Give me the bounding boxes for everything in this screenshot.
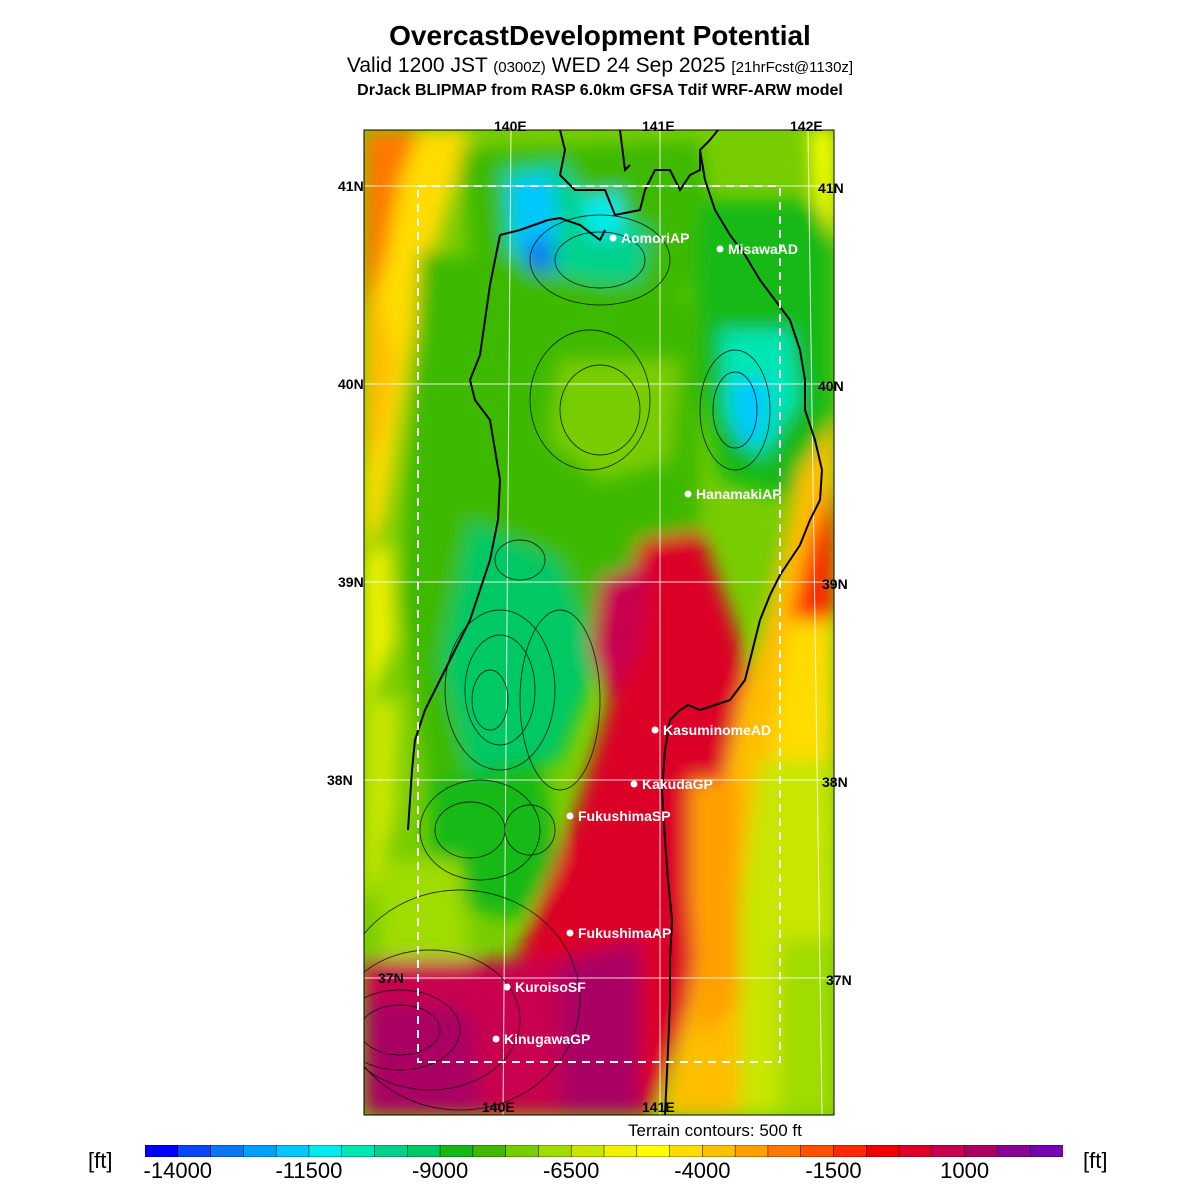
- station-dot-aomori: [609, 234, 617, 242]
- colorbar-swatch: [1029, 1145, 1063, 1157]
- colorbar-swatch: [931, 1145, 966, 1157]
- lat-label-38n-right: 38N: [822, 774, 848, 790]
- colorbar-swatch: [997, 1145, 1031, 1157]
- valid-time: Valid 1200 JST (0300Z) WED 24 Sep 2025 […: [0, 54, 1200, 78]
- station-dot-kuroiso: [503, 983, 511, 991]
- station-dot-fukushima-sp: [566, 812, 574, 820]
- valid-utc: (0300Z): [493, 59, 546, 76]
- colorbar-swatch: [767, 1145, 802, 1157]
- colorbar-swatch: [341, 1145, 376, 1157]
- valid-date: WED 24 Sep 2025: [551, 54, 726, 77]
- colorbar-swatch: [603, 1145, 638, 1157]
- station-markers: [492, 234, 724, 1043]
- station-dot-kasuminome: [651, 726, 659, 734]
- station-label: FukushimaAP: [578, 925, 671, 941]
- colorbar-swatch: [472, 1145, 507, 1157]
- colorbar-swatch: [308, 1145, 343, 1157]
- terrain-contour-note: Terrain contours: 500 ft: [628, 1121, 802, 1140]
- model-line: DrJack BLIPMAP from RASP 6.0km GFSA Tdif…: [357, 82, 843, 99]
- station-label: HanamakiAP: [696, 486, 782, 502]
- station-label: KasuminomeAD: [663, 722, 771, 738]
- station-dot-kinugawa: [492, 1035, 500, 1043]
- colorbar-tick-label: -6500: [543, 1158, 600, 1183]
- coastline: [407, 130, 824, 1115]
- lat-label-40n-left: 40N: [338, 376, 364, 392]
- valid-prefix: Valid 1200 JST: [346, 54, 488, 77]
- lat-label-41n-left: 41N: [338, 178, 364, 194]
- colorbar-swatch: [243, 1145, 277, 1157]
- station-label: AomoriAP: [621, 230, 689, 246]
- lon-label-142e-top: 142E: [790, 118, 823, 134]
- map-frame: [363, 129, 835, 1116]
- lat-label-38n-left: 38N: [327, 772, 353, 788]
- lat-label-37n-left: 37N: [378, 970, 404, 986]
- colorbar-swatch: [177, 1145, 212, 1157]
- colorbar-swatch: [833, 1145, 868, 1157]
- station-label: FukushimaSP: [578, 808, 671, 824]
- station-label: KuroisoSF: [515, 979, 586, 995]
- forecast-domain-box: [417, 185, 781, 1063]
- colorbar-swatch: [210, 1145, 245, 1157]
- lon-label-141e-top: 141E: [642, 118, 675, 134]
- colorbar-swatch: [439, 1145, 474, 1157]
- forecast-info: [21hrFcst@1130z]: [731, 59, 854, 76]
- field-shading: [364, 130, 834, 1115]
- lon-label-141e-bottom: 141E: [642, 1099, 675, 1115]
- colorbar-tick-label: -14000: [143, 1158, 213, 1183]
- colorbar-swatch: [570, 1145, 605, 1157]
- colorbar-unit-right: [ft]: [1083, 1148, 1108, 1173]
- lat-label-37n-right: 37N: [826, 972, 852, 988]
- colorbar-tick-label: -11500: [275, 1158, 343, 1183]
- colorbar-swatch: [145, 1145, 179, 1157]
- station-label: KinugawaGP: [504, 1031, 590, 1047]
- colorbar-swatch: [734, 1145, 769, 1157]
- lat-label-39n-right: 39N: [822, 576, 848, 592]
- lon-label-140e-top: 140E: [494, 118, 527, 134]
- station-dot-misawa: [716, 245, 724, 253]
- colorbar-swatch: [407, 1145, 441, 1157]
- colorbar-swatch: [866, 1145, 900, 1157]
- colorbar: [145, 1145, 1063, 1157]
- station-dot-kakuda: [630, 780, 638, 788]
- colorbar-swatch: [538, 1145, 572, 1157]
- colorbar-swatch: [636, 1145, 671, 1157]
- colorbar-swatch: [898, 1145, 933, 1157]
- colorbar-swatch: [505, 1145, 540, 1157]
- colorbar-swatch: [964, 1145, 999, 1157]
- colorbar-swatch: [702, 1145, 736, 1157]
- lat-label-40n-right: 40N: [818, 378, 844, 394]
- lon-label-140e-bottom: 140E: [482, 1099, 515, 1115]
- colorbar-swatch: [374, 1145, 409, 1157]
- colorbar-tick-label: -1500: [805, 1158, 862, 1183]
- station-dot-hanamaki: [684, 490, 692, 498]
- chart-title: OvercastDevelopment Potential: [389, 20, 811, 51]
- colorbar-tick-label: 1000: [940, 1158, 990, 1183]
- colorbar-tick-label: -9000: [411, 1158, 469, 1183]
- station-label: KakudaGP: [642, 776, 713, 792]
- station-dot-fukushima-ap: [566, 929, 574, 937]
- lat-label-41n-right: 41N: [818, 180, 844, 196]
- station-label: MisawaAD: [728, 241, 798, 257]
- colorbar-tick-label: -4000: [674, 1158, 731, 1183]
- colorbar-swatch: [669, 1145, 704, 1157]
- colorbar-swatch: [800, 1145, 835, 1157]
- terrain-contours: [364, 214, 771, 1111]
- lat-label-39n-left: 39N: [338, 574, 364, 590]
- colorbar-swatch: [275, 1145, 310, 1157]
- colorbar-unit-left: [ft]: [88, 1148, 113, 1173]
